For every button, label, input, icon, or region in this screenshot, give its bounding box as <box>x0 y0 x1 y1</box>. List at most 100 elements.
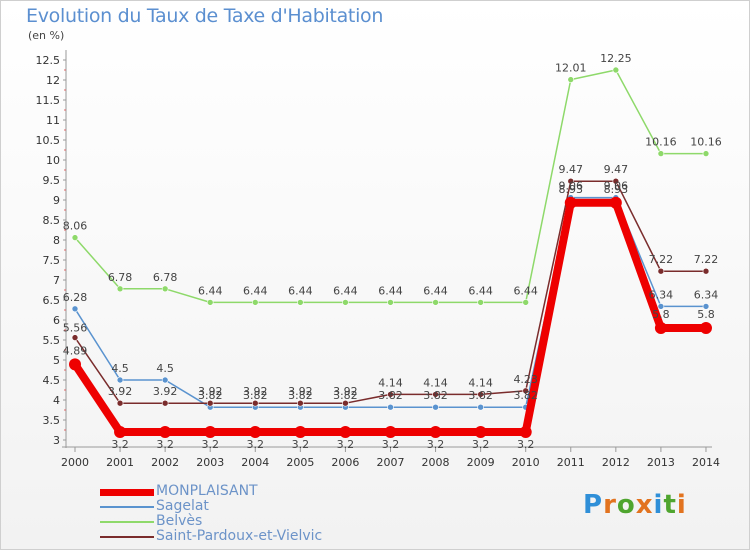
data-point-3 <box>522 387 530 395</box>
y-tick-label: 9 <box>53 194 60 207</box>
data-label: 3.82 <box>243 389 268 402</box>
chart-title: Evolution du Taux de Taxe d'Habitation <box>26 5 384 27</box>
y-tick-label: 4.5 <box>43 374 61 387</box>
y-tick-label: 11.5 <box>36 94 61 107</box>
data-point-0 <box>69 358 81 371</box>
y-tick-label: 8 <box>53 234 60 247</box>
data-label: 6.34 <box>649 288 674 301</box>
data-label: 6.44 <box>333 284 358 297</box>
data-point-2 <box>116 285 124 293</box>
x-tick-label: 2013 <box>647 456 675 469</box>
data-label: 3.2 <box>201 438 219 451</box>
x-tick-label: 2011 <box>557 456 585 469</box>
proxiti-logo: Proxiti <box>583 490 687 520</box>
data-point-0 <box>114 426 127 438</box>
y-tick-label: 5 <box>53 354 60 367</box>
y-tick-label: 3.5 <box>43 414 61 427</box>
data-label: 3.92 <box>108 385 133 398</box>
logo-letter: r <box>603 490 617 520</box>
data-label: 3.92 <box>288 385 313 398</box>
data-label: 3.92 <box>333 385 358 398</box>
data-point-1 <box>432 403 439 411</box>
data-point-2 <box>71 234 79 241</box>
data-label: 3.2 <box>111 438 129 451</box>
data-point-3 <box>116 399 124 407</box>
data-point-2 <box>161 285 169 293</box>
data-point-3 <box>71 334 79 341</box>
x-tick-label: 2002 <box>151 456 179 469</box>
data-label: 3.92 <box>153 385 178 398</box>
y-tick-label: 12 <box>46 74 60 87</box>
y-tick-label: 9.5 <box>43 174 61 187</box>
data-label: 6.78 <box>153 271 178 284</box>
data-label: 8.06 <box>63 220 88 233</box>
data-point-3 <box>251 399 259 407</box>
logo-letter: x <box>635 490 654 520</box>
data-label: 4.14 <box>423 376 448 389</box>
legend-swatch <box>100 536 154 538</box>
x-tick-label: 2000 <box>61 456 89 469</box>
data-label: 12.01 <box>555 62 587 75</box>
legend-label: Belvès <box>156 513 203 529</box>
data-label: 3.2 <box>517 438 535 451</box>
data-point-1 <box>116 376 124 384</box>
y-tick-label: 10 <box>46 154 60 167</box>
data-point-2 <box>432 299 439 306</box>
data-point-3 <box>342 399 349 407</box>
data-point-0 <box>339 426 352 438</box>
data-label: 12.25 <box>600 52 632 65</box>
data-point-3 <box>206 399 214 407</box>
x-tick-label: 2012 <box>602 456 630 469</box>
chart-unit: (en %) <box>28 29 65 42</box>
data-point-1 <box>657 303 665 310</box>
data-label: 3.2 <box>472 438 490 451</box>
data-label: 3.82 <box>333 389 358 402</box>
data-label: 7.22 <box>649 253 674 266</box>
logo-letter: t <box>663 490 677 520</box>
data-point-1 <box>71 305 79 313</box>
logo-letter: o <box>616 490 636 520</box>
data-label: 3.82 <box>513 389 538 402</box>
data-point-3 <box>297 399 304 407</box>
data-label: 6.44 <box>288 284 313 297</box>
x-tick-label: 2006 <box>331 456 359 469</box>
data-point-0 <box>429 426 442 438</box>
x-tick-label: 2004 <box>241 456 269 469</box>
data-point-2 <box>702 150 710 157</box>
data-label: 4.89 <box>63 344 88 357</box>
data-label: 3.82 <box>198 389 223 402</box>
data-point-3 <box>657 267 665 275</box>
y-tick-label: 8.5 <box>43 214 61 227</box>
data-label: 8.93 <box>604 183 629 196</box>
y-tick-label: 7.5 <box>43 254 61 267</box>
y-tick-label: 6 <box>53 314 60 327</box>
x-tick-label: 2003 <box>196 456 224 469</box>
data-point-3 <box>612 177 620 185</box>
data-point-0 <box>654 322 667 334</box>
data-label: 6.28 <box>63 291 88 304</box>
data-point-2 <box>657 150 665 157</box>
legend-label: MONPLAISANT <box>156 483 258 499</box>
data-label: 6.44 <box>198 284 223 297</box>
data-label: 5.8 <box>697 308 715 321</box>
data-label: 3.2 <box>156 438 174 451</box>
data-point-2 <box>297 299 304 306</box>
data-point-0 <box>249 426 262 438</box>
data-label: 5.56 <box>63 322 88 335</box>
legend-label: Saint-Pardoux-et-Vielvic <box>156 528 323 544</box>
data-point-1 <box>161 376 169 384</box>
y-tick-label: 6.5 <box>43 294 61 307</box>
data-label: 3.82 <box>423 389 448 402</box>
data-point-3 <box>702 267 710 275</box>
x-tick-label: 2001 <box>106 456 134 469</box>
data-point-2 <box>251 299 259 306</box>
data-label: 6.34 <box>694 288 719 301</box>
data-point-0 <box>564 196 577 209</box>
data-label: 10.16 <box>690 136 722 149</box>
data-label: 3.2 <box>247 438 265 451</box>
x-tick-label: 2009 <box>467 456 495 469</box>
data-label: 6.44 <box>468 284 493 297</box>
x-tick-label: 2007 <box>376 456 404 469</box>
x-tick-label: 2010 <box>512 456 540 469</box>
